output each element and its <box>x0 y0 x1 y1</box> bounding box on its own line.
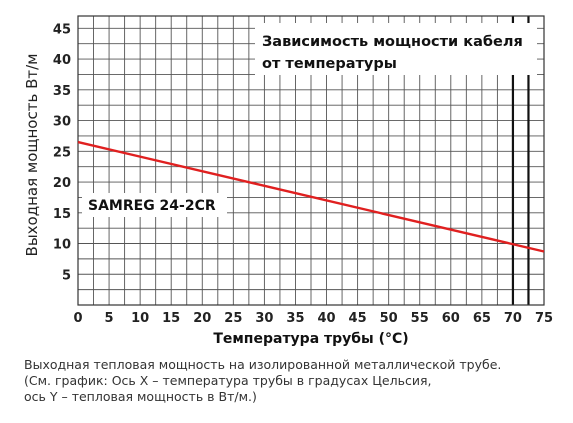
x-tick-label: 5 <box>105 311 114 326</box>
x-tick-label: 15 <box>162 311 180 326</box>
caption-line-2: (См. график: Ось X – температура трубы в… <box>24 373 432 388</box>
plot-frame <box>77 15 545 306</box>
y-tick-label: 15 <box>53 207 71 222</box>
x-tick-label: 60 <box>442 311 460 326</box>
x-tick-label: 20 <box>193 311 211 326</box>
x-tick-label: 55 <box>411 311 429 326</box>
y-tick-label: 20 <box>53 176 71 191</box>
y-tick-label: 45 <box>53 22 71 37</box>
x-tick-label: 70 <box>504 311 522 326</box>
y-axis-title: Выходная мощность Вт/м <box>23 54 41 257</box>
y-tick-label: 30 <box>53 115 71 130</box>
x-tick-labels: 0 5 10 15 20 25 30 35 40 45 50 55 60 65 70 75 <box>73 311 553 326</box>
x-axis-title: Температура трубы (°С) <box>213 331 408 347</box>
x-tick-label: 75 <box>535 311 553 326</box>
x-tick-label: 45 <box>349 311 367 326</box>
chart-title-line-1: Зависимость мощности кабеля <box>262 34 523 50</box>
y-tick-label: 5 <box>62 268 71 283</box>
power-vs-temperature-chart: 5 10 15 20 25 30 35 40 45 0 5 10 15 20 25 30 35 40 45 50 55… <box>23 15 553 347</box>
x-tick-label: 30 <box>255 311 273 326</box>
x-tick-label: 0 <box>73 311 82 326</box>
series-label-background <box>82 193 227 217</box>
y-tick-labels: 5 10 15 20 25 30 35 40 45 <box>53 22 71 283</box>
x-tick-label: 50 <box>380 311 398 326</box>
series-layer <box>77 140 545 253</box>
x-tick-label: 65 <box>473 311 491 326</box>
x-tick-label: 10 <box>131 311 149 326</box>
x-tick-label: 35 <box>286 311 304 326</box>
series-line <box>77 140 545 253</box>
y-tick-label: 35 <box>53 84 71 99</box>
title-background <box>255 23 537 75</box>
y-tick-label: 25 <box>53 145 71 160</box>
chart-title-line-2: от температуры <box>262 56 397 72</box>
y-tick-label: 10 <box>53 238 71 253</box>
x-tick-label: 25 <box>224 311 242 326</box>
caption-line-1: Выходная тепловая мощность на изолирован… <box>24 357 502 372</box>
x-tick-label: 40 <box>317 311 335 326</box>
caption: Выходная тепловая мощность на изолирован… <box>24 357 569 405</box>
caption-line-3: ось Y – тепловая мощность в Вт/м.) <box>24 389 257 404</box>
series-label: SAMREG 24-2CR <box>88 198 216 214</box>
y-tick-label: 40 <box>53 53 71 68</box>
